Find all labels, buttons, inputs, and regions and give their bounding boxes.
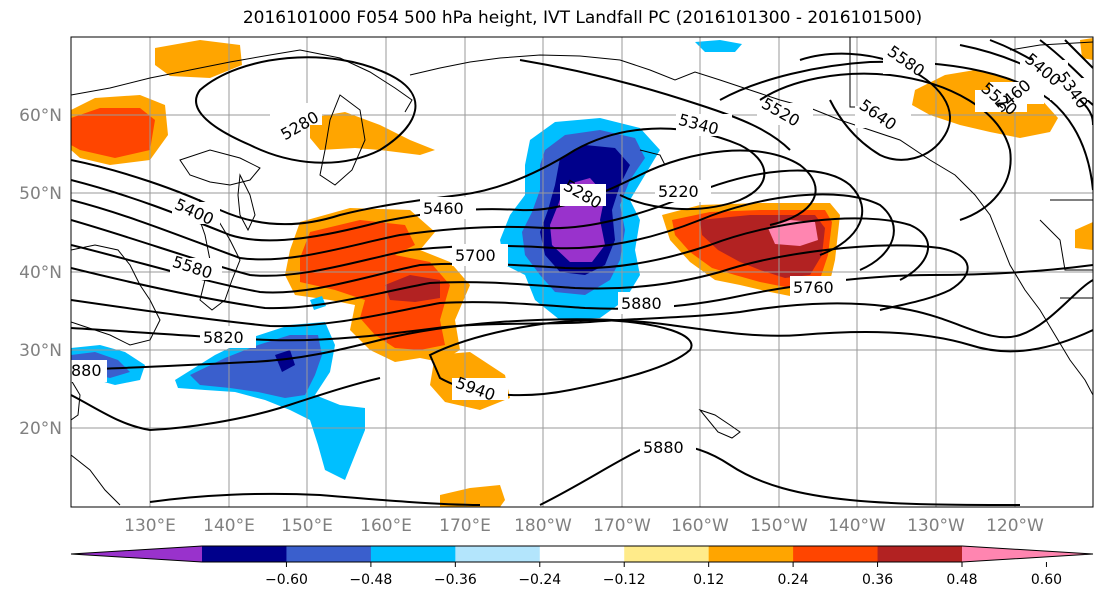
map-title: 2016101000 F054 500 hPa height, IVT Land…	[242, 8, 923, 28]
height-contours	[71, 39, 1093, 506]
contour-label: 5880	[621, 294, 662, 313]
colorbar-segment	[793, 546, 879, 562]
lon-label: 160°W	[671, 516, 729, 536]
colorbar-segment	[286, 546, 372, 562]
colorbar-tick-label: 0.12	[693, 572, 724, 588]
lon-label: 160°E	[360, 516, 412, 536]
colorbar-outline	[70, 545, 1094, 563]
lon-label: 130°E	[124, 516, 176, 536]
colorbar-segment	[202, 546, 287, 562]
colorbar-segment	[708, 546, 794, 562]
colorbar-extend-low	[71, 546, 202, 562]
lon-label: 130°W	[907, 516, 965, 536]
colorbar-segment	[624, 546, 710, 562]
lon-label: 150°W	[750, 516, 808, 536]
contour-label: 5760	[793, 278, 834, 297]
shade-darkred	[385, 275, 440, 302]
lat-label: 30°N	[19, 341, 62, 361]
colorbar-segment	[455, 546, 541, 562]
map-border	[70, 36, 1094, 508]
shade-orange	[440, 485, 505, 507]
lat-label: 60°N	[19, 106, 62, 126]
shade-orange	[155, 40, 242, 78]
graticule	[71, 37, 1093, 507]
contour-label: 5700	[455, 246, 496, 265]
contour-label: 5460	[423, 199, 464, 218]
contour-label: 5820	[203, 328, 244, 347]
lat-label: 50°N	[19, 184, 62, 204]
lon-label: 150°E	[281, 516, 333, 536]
lon-label: 170°W	[593, 516, 651, 536]
lon-label: 180°W	[514, 516, 572, 536]
colorbar-tick-label: 0.48	[946, 572, 977, 588]
lat-label: 20°N	[19, 419, 62, 439]
contour-label: 5880	[643, 438, 684, 457]
shade-orange	[1080, 38, 1093, 60]
contour-label-bg	[71, 52, 1093, 458]
colorbar-tick-label: −0.24	[518, 572, 561, 588]
colorbar-extend-high	[962, 546, 1093, 562]
colorbar: −0.60 −0.48 −0.36 −0.24 −0.12 0.12 0.24 0.36 0.4…	[70, 545, 1094, 588]
contour-label: 880	[71, 361, 102, 380]
colorbar-segment	[877, 546, 963, 562]
latitude-labels: 60°N 50°N 40°N 30°N 20°N	[19, 106, 62, 439]
colorbar-tick-label: 0.36	[862, 572, 893, 588]
colorbar-tick-label: 0.60	[1031, 572, 1062, 588]
lat-label: 40°N	[19, 263, 62, 283]
colorbar-tick-label: −0.36	[434, 572, 477, 588]
colorbar-tick-label: −0.48	[349, 572, 392, 588]
colorbar-tick-label: 0.24	[778, 572, 809, 588]
shade-red	[71, 108, 155, 158]
shade-lightblue	[310, 296, 326, 310]
shading-layer	[71, 38, 1093, 507]
colorbar-tick-label: −0.60	[265, 572, 308, 588]
longitude-labels: 130°E 140°E 150°E 160°E 170°E 180°W 170°…	[124, 516, 1044, 536]
colorbar-tick-label: −0.12	[603, 572, 646, 588]
colorbar-segment	[539, 546, 625, 562]
lon-label: 140°W	[828, 516, 886, 536]
shade-red	[300, 220, 450, 350]
lon-label: 170°E	[439, 516, 491, 536]
contour-label: 5220	[658, 182, 699, 201]
lon-label: 120°W	[986, 516, 1044, 536]
shade-navy	[275, 350, 295, 372]
lon-label: 140°E	[203, 516, 255, 536]
shade-orange	[310, 112, 435, 155]
shade-orange	[1075, 222, 1093, 250]
shade-lightblue	[695, 40, 742, 52]
colorbar-segment	[370, 546, 456, 562]
